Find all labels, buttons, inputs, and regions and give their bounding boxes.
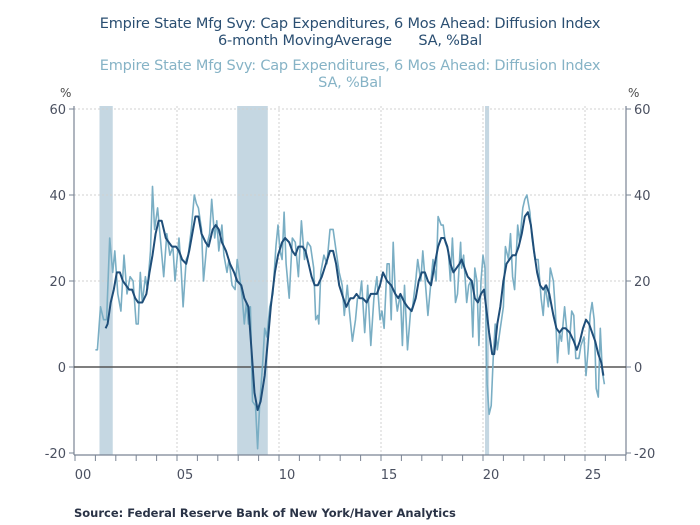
x-tick-label: 00: [75, 468, 92, 483]
y-tick-label-left: 20: [49, 275, 66, 290]
title-series-raw: Empire State Mfg Svy: Cap Expenditures, …: [0, 58, 700, 92]
title-raw-line1: Empire State Mfg Svy: Cap Expenditures, …: [99, 58, 601, 74]
title-series-ma: Empire State Mfg Svy: Cap Expenditures, …: [0, 16, 700, 50]
y-tick-label-left: -20: [45, 447, 66, 462]
source-note: Source: Federal Reserve Bank of New York…: [74, 506, 456, 520]
y-tick-label-left: 0: [58, 361, 66, 376]
y-tick-label-right: 20: [634, 275, 651, 290]
x-tick-label: 10: [279, 468, 296, 483]
x-tick-label: 25: [585, 468, 602, 483]
x-tick-label: 15: [381, 468, 398, 483]
x-tick-label: 05: [177, 468, 194, 483]
title-ma-line2: 6-month MovingAverage SA, %Bal: [218, 33, 482, 49]
y-tick-label-left: 40: [49, 189, 66, 204]
title-raw-line2: SA, %Bal: [318, 75, 382, 91]
series-lines: [95, 185, 606, 450]
x-tick-label: 20: [483, 468, 500, 483]
left-axis-unit: %: [60, 86, 72, 100]
y-tick-label-right: 0: [634, 361, 642, 376]
y-tick-label-right: -20: [634, 447, 655, 462]
series-line-raw: [95, 185, 606, 450]
title-ma-line1: Empire State Mfg Svy: Cap Expenditures, …: [99, 16, 601, 32]
gridlines: [74, 106, 626, 455]
series-line-moving-average: [104, 211, 605, 411]
right-axis-unit: %: [628, 86, 640, 100]
y-tick-label-right: 40: [634, 189, 651, 204]
y-tick-label-right: 60: [634, 103, 651, 118]
y-tick-label-left: 60: [49, 103, 66, 118]
